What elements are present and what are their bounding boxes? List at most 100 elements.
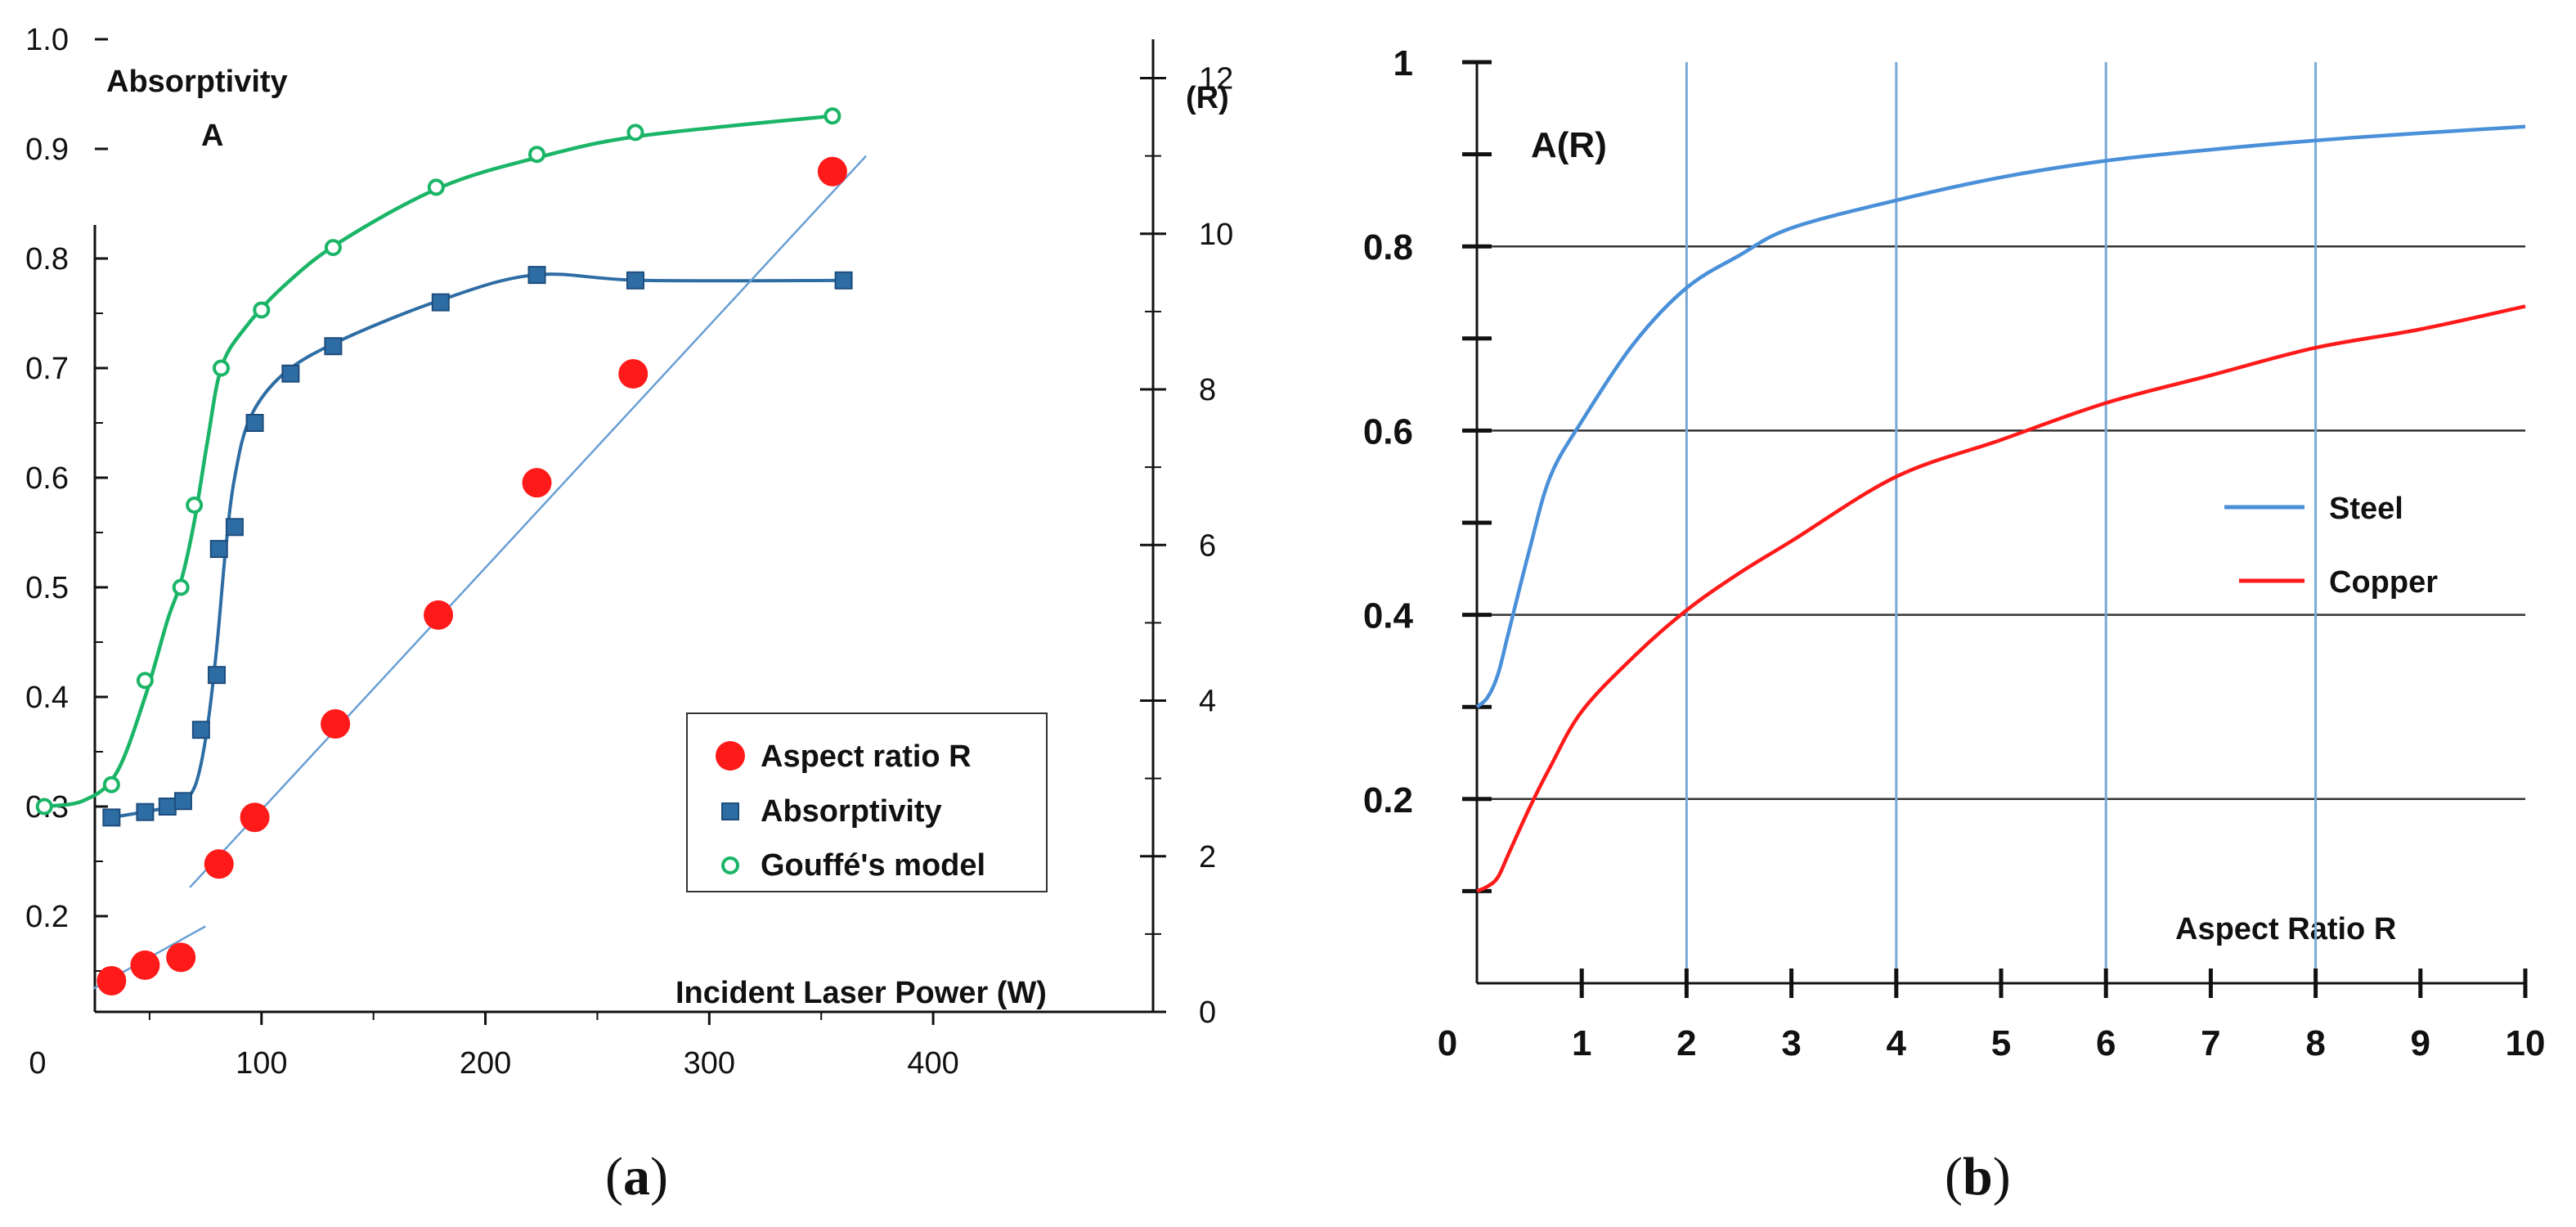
- left-tick-label-a: 0.9: [25, 133, 69, 167]
- y-tick-label-b: 1: [1393, 43, 1413, 83]
- point-gouffe: [102, 775, 120, 793]
- point-absorptivity: [209, 540, 228, 559]
- point-absorptivity: [225, 518, 244, 537]
- panel-caption-a: (a): [605, 1147, 668, 1207]
- right-tick-label-a: 2: [1199, 840, 1216, 874]
- left-tick-label-a: 0.4: [25, 681, 69, 715]
- point-gouffe: [172, 578, 190, 596]
- point-aspect-ratio: [424, 600, 454, 630]
- panel-a-plot: 1.00.90.80.70.60.50.40.30.21210864200100…: [25, 23, 1233, 1081]
- left-tick-label-a: 0.8: [25, 242, 69, 276]
- point-aspect-ratio: [240, 802, 270, 833]
- right-tick-label-a: 6: [1199, 528, 1216, 563]
- point-absorptivity: [158, 798, 177, 816]
- point-gouffe: [427, 178, 445, 196]
- left-tick-label-a: 0.6: [25, 461, 69, 496]
- x-tick-label-b: 0: [1438, 1023, 1457, 1063]
- left-tick-label-a: 0.5: [25, 571, 69, 605]
- point-aspect-ratio: [817, 156, 847, 187]
- left-tick-label-a: 0.2: [25, 900, 69, 934]
- x-tick-label-b: 9: [2411, 1023, 2430, 1063]
- x-tick-label-b: 3: [1781, 1023, 1801, 1063]
- y-axis-label-b: A(R): [1531, 125, 1607, 165]
- legend-label-steel: Steel: [2329, 492, 2403, 526]
- point-aspect-ratio: [321, 709, 351, 739]
- legend-label-gouffe: Gouffé's model: [761, 848, 985, 883]
- curve-steel: [1475, 124, 2526, 708]
- panel-a: Absorptivity A (R) Incident Laser Power …: [106, 65, 1229, 1207]
- x-tick-label-b: 8: [2305, 1023, 2325, 1063]
- point-gouffe: [824, 107, 841, 125]
- legend-box-a: [686, 712, 1048, 892]
- left-axis-label-line1: Absorptivity: [106, 65, 288, 99]
- point-absorptivity: [431, 293, 450, 312]
- x-tick-label-b: 1: [1572, 1023, 1591, 1063]
- panel-b-plot: 1 0.8 0.6 0.4 0.2 0 1 2 3 4 5 6 7 8 9 10: [1363, 43, 2546, 1063]
- x-tick-label-a: 100: [236, 1046, 287, 1081]
- left-tick-label-a: 0.7: [25, 352, 69, 386]
- x-tick-label-b: 4: [1887, 1023, 1907, 1063]
- point-gouffe: [528, 146, 546, 164]
- right-tick-label-a: 0: [1199, 996, 1216, 1030]
- legend-a: Aspect ratio R Absorptivity Gouffé's mod…: [686, 712, 1048, 892]
- curve-copper: [1476, 304, 2526, 893]
- y-tick-label-b: 0.2: [1363, 780, 1413, 820]
- panel-caption-b: (b): [1945, 1147, 2011, 1207]
- right-axis-label: (R): [1186, 81, 1229, 115]
- point-aspect-ratio: [522, 468, 552, 498]
- x-tick-label-b: 6: [2096, 1023, 2116, 1063]
- x-tick-label-a: 300: [684, 1046, 735, 1081]
- point-absorptivity: [626, 271, 644, 290]
- point-gouffe: [253, 301, 271, 319]
- right-tick-label-a: 12: [1199, 62, 1233, 97]
- legend-label-copper: Copper: [2329, 565, 2438, 600]
- left-tick-label-a: 1.0: [25, 23, 69, 57]
- x-tick-label-a: 400: [907, 1046, 958, 1081]
- fit-line-aspect-ratio: [189, 155, 867, 888]
- x-axis-label-a: Incident Laser Power (W): [675, 976, 1047, 1010]
- point-absorptivity: [173, 792, 192, 811]
- y-tick-label-b: 0.4: [1363, 596, 1414, 636]
- point-absorptivity: [191, 721, 210, 739]
- point-gouffe: [324, 239, 342, 257]
- point-absorptivity: [324, 337, 343, 356]
- point-absorptivity: [834, 271, 853, 290]
- left-axis-label-line2: A: [201, 119, 223, 153]
- point-aspect-ratio: [204, 849, 234, 879]
- point-gouffe: [212, 359, 230, 377]
- point-gouffe: [35, 798, 53, 816]
- right-tick-label-a: 10: [1199, 218, 1233, 252]
- legend-label-absorptivity: Absorptivity: [761, 794, 942, 829]
- right-tick-label-a: 8: [1199, 373, 1216, 407]
- x-tick-label-a: 200: [460, 1046, 511, 1081]
- x-tick-label-b: 7: [2201, 1023, 2220, 1063]
- legend-label-aspect-ratio: Aspect ratio R: [761, 739, 972, 774]
- x-tick-label-b: 10: [2506, 1023, 2546, 1063]
- point-gouffe: [186, 497, 204, 514]
- point-aspect-ratio: [130, 950, 160, 980]
- x-axis-label-b: Aspect Ratio R: [2175, 912, 2396, 946]
- legend-marker-gouffe: [721, 856, 739, 874]
- point-absorptivity: [245, 414, 264, 432]
- point-absorptivity: [281, 364, 300, 383]
- right-tick-label-a: 4: [1199, 685, 1216, 719]
- point-aspect-ratio: [166, 942, 196, 973]
- x-tick-label-a: 0: [29, 1046, 46, 1081]
- point-absorptivity: [527, 266, 546, 285]
- legend-marker-absorptivity: [721, 802, 739, 820]
- point-aspect-ratio: [96, 965, 127, 996]
- panel-b: A(R) Aspect Ratio R Steel Copper (b): [1531, 125, 2438, 1207]
- x-tick-label-b: 5: [1991, 1023, 2011, 1063]
- point-gouffe: [136, 672, 154, 690]
- point-gouffe: [626, 124, 644, 142]
- point-absorptivity: [136, 802, 155, 821]
- point-aspect-ratio: [618, 359, 648, 389]
- point-absorptivity: [102, 808, 121, 827]
- legend-marker-aspect-ratio: [716, 741, 745, 771]
- curve-gouffe: [37, 114, 833, 809]
- point-absorptivity: [208, 666, 227, 685]
- y-tick-label-b: 0.8: [1363, 227, 1413, 267]
- y-tick-label-b: 0.6: [1363, 411, 1413, 452]
- x-tick-label-b: 2: [1676, 1023, 1696, 1063]
